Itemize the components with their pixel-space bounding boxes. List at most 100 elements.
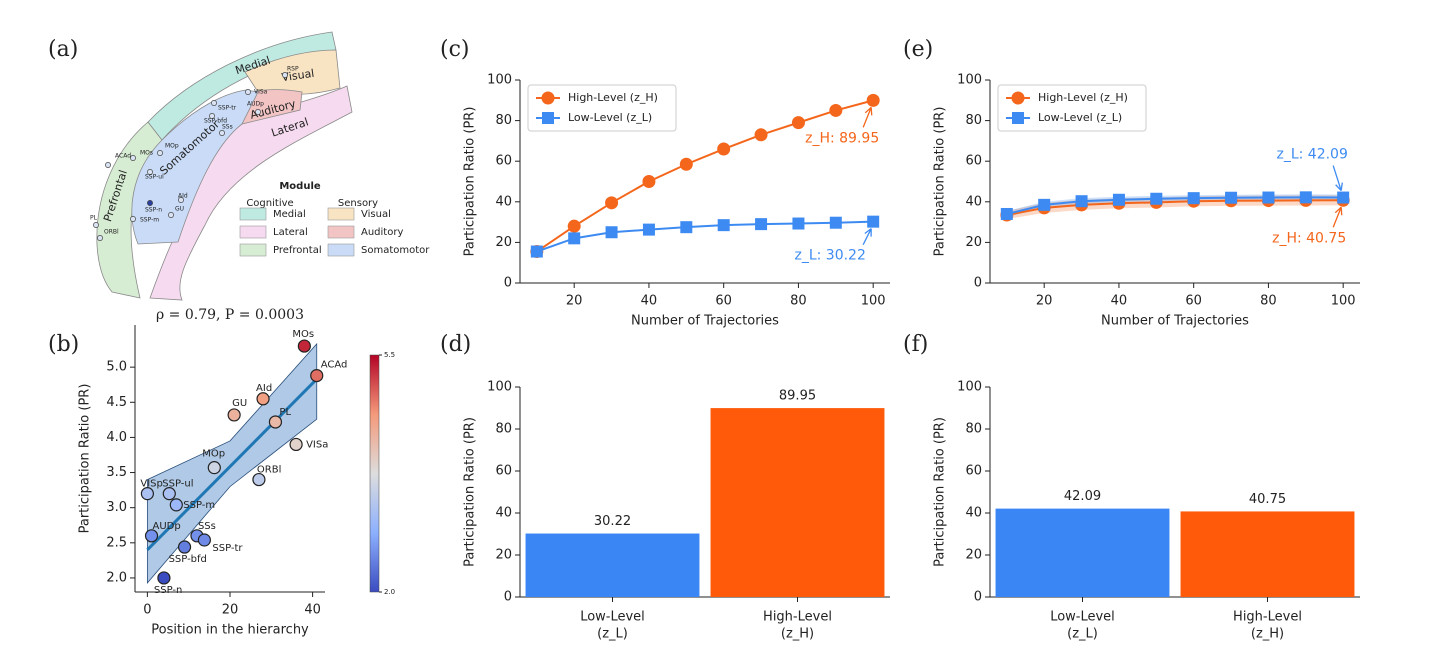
region-label: ORBl [104,229,119,236]
y-tick-label: 0 [504,276,512,291]
x-tick-label: High-Level [763,610,832,625]
y-tick-label: 20 [495,548,512,563]
series-line [1006,196,1344,215]
y-tick-label: 60 [965,154,982,169]
x-tick-label: 60 [715,294,732,309]
y-axis-label: Participation Ratio (PR) [933,417,948,567]
y-axis-label: Participation Ratio (PR) [463,417,478,567]
y-tick-label: 0 [504,590,512,605]
point [866,93,880,107]
legend-marker [1012,112,1024,124]
point [207,461,221,475]
y-tick-label: 3.0 [106,500,127,515]
annotation: z_L: 30.22 [794,248,865,264]
point [1299,191,1312,204]
point [754,128,768,142]
point [642,175,656,188]
region-label: RSP [287,66,299,73]
y-tick-label: 5.0 [106,360,127,375]
region-dot [93,222,99,228]
x-tick-label: Low-Level [580,610,645,625]
region-dot [147,169,153,175]
point [1038,198,1051,211]
module-region [241,89,303,125]
legend-marker [541,91,555,105]
legend-swatch [327,207,355,221]
panel-label: (e) [903,37,933,62]
point [567,219,581,233]
x-axis-label: Number of Trajectories [1101,314,1249,329]
x-tick-label: Low-Level [1050,610,1115,625]
region-dot [97,235,103,241]
point-label: PL [279,407,291,418]
point-label: VISp [140,479,163,490]
y-tick-label: 60 [495,464,512,479]
region-dot [255,109,261,115]
point-label: MOs [292,329,314,340]
legend-swatch [327,243,355,257]
point [1187,192,1200,205]
point [829,216,842,229]
chart-title: ρ = 0.79, P = 0.0003 [156,307,304,323]
point-label: SSP-n [154,585,182,596]
legend-swatch [239,207,267,221]
region-label: SSP-tr [218,105,237,112]
annotation-arrow [1332,207,1342,228]
region-label: SSP-ul [145,174,164,181]
legend-label: Low-Level (z_L) [1038,111,1122,124]
colorbar-tick-label: 2.0 [384,588,395,596]
point [679,157,693,171]
x-tick-label: High-Level [1233,610,1302,625]
point-label: AId [256,383,272,394]
legend-label: Low-Level (z_L) [568,111,652,124]
point [1000,207,1013,220]
point [197,533,211,547]
y-tick-label: 4.0 [106,430,127,445]
module-label: Visual [281,67,315,84]
region-label: MOs [140,150,153,157]
arrow-head [1334,206,1342,214]
y-tick-label: 100 [957,380,982,395]
y-tick-label: 100 [487,73,512,88]
legend-label: Somatomotor [361,245,430,256]
point [1112,193,1125,206]
region-dot [245,89,251,95]
legend-group: Cognitive [246,198,293,209]
annotation-arrow [862,107,872,128]
point [144,529,159,543]
point [157,571,171,585]
point-label: SSP-ul [162,479,193,490]
point [1150,192,1163,205]
region-label: AUDp [247,101,264,108]
legend-label: Lateral [273,227,308,238]
value-label: 40.75 [1249,492,1286,507]
bar [710,408,885,597]
series-line [1006,199,1344,216]
region-label: PL [90,215,98,222]
arrow-head [864,228,872,235]
y-tick-label: 20 [965,548,982,563]
annotation: z_L: 42.09 [1276,147,1347,163]
x-axis-label: Number of Trajectories [631,314,779,329]
region-dot [147,200,153,206]
x-tick-label: 80 [1260,294,1277,309]
module-region [149,85,353,301]
arrow-head [1340,182,1343,191]
legend-label: High-Level (z_H) [568,91,658,104]
y-tick-label: 3.5 [106,465,127,480]
x-tick-label: 40 [641,294,658,309]
bar [525,533,700,597]
x-tick-label: 60 [1185,294,1202,309]
y-tick-label: 4.5 [106,395,127,410]
region-label: ACAd [115,153,131,160]
panel-label: (b) [48,332,79,357]
point-label: ORBl [257,465,281,476]
panel-label: (a) [48,37,78,62]
point [717,142,731,156]
legend-label: Prefrontal [273,245,322,256]
point-label: SSP-tr [212,543,243,554]
region-dot [157,150,163,156]
point [162,487,176,501]
arrow-head [1340,207,1343,216]
region-label: SSP-m [140,217,159,224]
